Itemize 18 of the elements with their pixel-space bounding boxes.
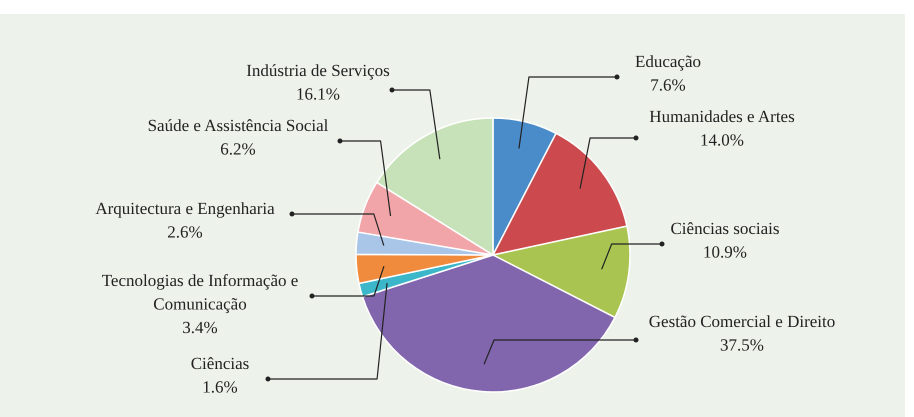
- data-label: 16.1%: [296, 84, 340, 104]
- data-label: 7.6%: [650, 76, 686, 94]
- slice-label: Educação: [634, 52, 702, 71]
- data-label: 1.6%: [202, 378, 238, 396]
- slice-label: Saúde e Assistência Social: [148, 116, 329, 135]
- data-label: 37.5%: [720, 336, 764, 354]
- slice-label: Tecnologias de Informação e Comunicação: [102, 271, 298, 314]
- slice-label: Indústria de Serviços: [246, 61, 390, 80]
- slice-label: Humanidades e Artes: [649, 107, 795, 126]
- slice-label: Ciências: [190, 354, 250, 373]
- data-label: 10.9%: [703, 242, 747, 262]
- slice-label: Arquitectura e Engenharia: [95, 199, 276, 218]
- data-label: 3.4%: [182, 318, 218, 337]
- slice-label: Gestão Comercial e Direito: [648, 312, 836, 331]
- data-label: 14.0%: [700, 130, 744, 150]
- data-label: 6.2%: [220, 140, 256, 158]
- slice-label: Ciências sociais: [670, 219, 780, 238]
- data-label: 2.6%: [167, 222, 203, 242]
